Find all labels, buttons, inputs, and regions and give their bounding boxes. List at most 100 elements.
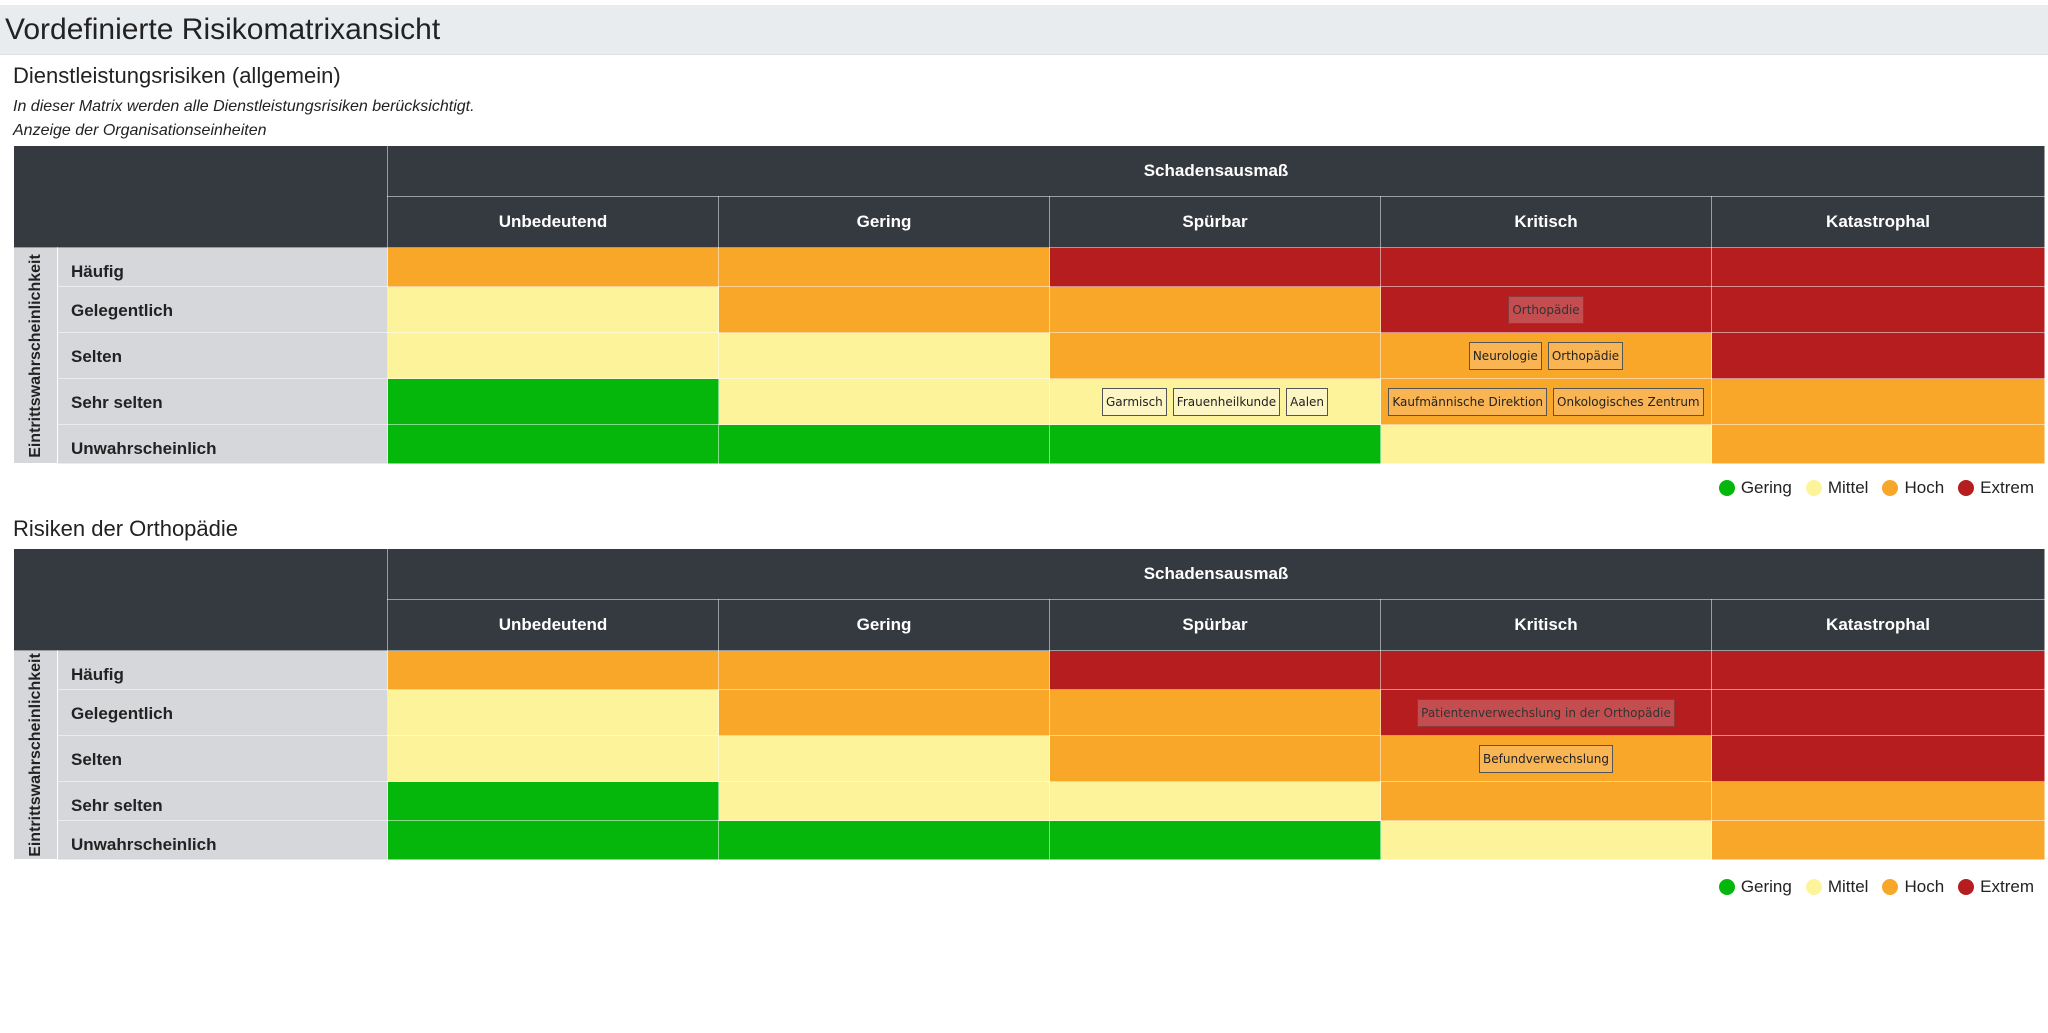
matrix-cell[interactable] [387, 735, 719, 782]
matrix-title: Dienstleistungsrisiken (allgemein) [13, 63, 341, 88]
legend-dot-icon [1958, 480, 1975, 496]
row-label: Häufig [57, 650, 388, 690]
matrix-cell[interactable] [1710, 781, 2046, 821]
risk-tag[interactable]: Onkologisches Zentrum [1553, 387, 1704, 416]
matrix-cell[interactable] [1049, 689, 1381, 736]
matrix-cell[interactable] [1710, 689, 2046, 736]
matrix-cell[interactable] [718, 424, 1050, 464]
row-label: Unwahrscheinlich [57, 424, 388, 464]
matrix-cell[interactable] [718, 781, 1050, 821]
legend-label: Gering [1740, 478, 1792, 497]
matrix-cell[interactable] [1049, 286, 1381, 333]
matrix-cell[interactable] [1710, 820, 2046, 860]
risk-tag[interactable]: Neurologie [1468, 341, 1542, 370]
matrix-cell[interactable] [718, 650, 1050, 690]
legend-dot-icon [1882, 480, 1899, 496]
column-group-header: Schadensausmaß [386, 548, 2046, 600]
risk-tag[interactable]: Aalen [1286, 387, 1329, 416]
matrix-cell[interactable] [1049, 735, 1381, 782]
matrix-cell[interactable] [1710, 332, 2046, 379]
matrix-row: Selten Befundverwechslung [14, 735, 2046, 782]
matrix-cell[interactable] [1380, 650, 1712, 690]
matrix-cell[interactable] [1049, 332, 1381, 379]
matrix-cell[interactable] [387, 332, 719, 379]
row-group-label-text: Eintrittswahrscheinlichkeit [26, 253, 44, 458]
matrix-cell[interactable] [1710, 286, 2046, 333]
matrix-cell[interactable]: Orthopädie [1380, 286, 1712, 333]
matrix-cell[interactable]: Neurologie Orthopädie [1380, 332, 1712, 379]
header-row: Schadensausmaß [13, 548, 2046, 651]
matrix-section: Risiken der Orthopädie Schadensausmaß Unbe… [13, 516, 2046, 914]
matrix-cell[interactable] [718, 247, 1050, 287]
matrix-cell[interactable] [1710, 424, 2046, 464]
matrix-cell[interactable] [1380, 820, 1712, 860]
matrix-cell[interactable] [718, 378, 1050, 425]
matrix-cell[interactable] [1380, 424, 1712, 464]
matrix-cell[interactable] [718, 820, 1050, 860]
legend-label: Gering [1740, 877, 1792, 896]
risk-tag[interactable]: Kaufmännische Direktion [1388, 387, 1548, 416]
row-label: Häufig [57, 247, 388, 287]
matrix-cell[interactable]: Befundverwechslung [1380, 735, 1712, 782]
matrix-cell[interactable] [387, 378, 719, 425]
matrix-cell[interactable] [1710, 650, 2046, 690]
legend-item: Mittel [1805, 877, 1869, 897]
row-label: Gelegentlich [57, 286, 388, 333]
legend-dot-icon [1718, 480, 1735, 496]
matrix-section: Dienstleistungsrisiken (allgemein) In die… [13, 63, 2046, 512]
matrix-cell[interactable] [718, 735, 1050, 782]
matrix-cell[interactable] [387, 247, 719, 287]
matrix-cell[interactable] [1049, 820, 1381, 860]
matrix-cell[interactable] [387, 820, 719, 860]
matrix-cell[interactable]: Garmisch Frauenheilkunde Aalen [1049, 378, 1381, 425]
matrix-cell[interactable] [1049, 424, 1381, 464]
matrix-cell[interactable] [387, 424, 719, 464]
column-header-spürbar: Spürbar [1049, 196, 1381, 248]
matrix-cell[interactable] [387, 286, 719, 333]
content-area: Dienstleistungsrisiken (allgemein) In die… [0, 63, 2048, 914]
risk-tag[interactable]: Frauenheilkunde [1172, 387, 1281, 416]
matrix-cell[interactable] [387, 689, 719, 736]
row-label: Gelegentlich [57, 689, 388, 736]
matrix-cell[interactable] [1380, 781, 1712, 821]
row-group-label-text: Eintrittswahrscheinlichkeit [26, 653, 44, 857]
header-corner [13, 145, 388, 248]
legend-item: Mittel [1805, 478, 1868, 498]
matrix-cell[interactable] [1049, 247, 1381, 287]
legend: Gering Mittel Hoch Extrem [13, 860, 2044, 914]
matrix-row: Unwahrscheinlich [14, 820, 2046, 860]
row-label: Unwahrscheinlich [57, 820, 388, 860]
legend-label: Mittel [1827, 877, 1869, 896]
matrix-cell[interactable] [1710, 247, 2046, 287]
header-row: Schadensausmaß [13, 145, 2046, 248]
risk-tag[interactable]: Befundverwechslung [1479, 744, 1613, 773]
matrix-cell[interactable] [1710, 378, 2046, 425]
header-row: Unbedeutend Gering Spürbar Kritisch Katastro… [14, 599, 2046, 651]
matrix-cell[interactable] [1710, 735, 2046, 782]
matrix-cell[interactable] [718, 286, 1050, 333]
risk-matrix: Schadensausmaß Unbedeutend Gering Spürbar Kr… [13, 145, 2046, 464]
legend-label: Extrem [1980, 877, 2034, 896]
risk-tag[interactable]: Orthopädie [1508, 295, 1584, 324]
risk-tag[interactable]: Patientenverwechslung in der Orthopädie [1417, 698, 1675, 727]
page-title: Vordefinierte Risikomatrixansicht [5, 12, 441, 46]
matrix-cell[interactable] [718, 332, 1050, 379]
matrix-cell[interactable] [387, 781, 719, 821]
legend-dot-icon [1958, 879, 1975, 895]
legend-label: Hoch [1904, 877, 1945, 896]
risk-tag[interactable]: Orthopädie [1547, 341, 1624, 370]
column-header-unbedeutend: Unbedeutend [387, 599, 719, 651]
matrix-cell[interactable] [1380, 247, 1712, 287]
legend-dot-icon [1805, 879, 1822, 895]
matrix-description: In dieser Matrix werden alle Dienstleist… [13, 98, 475, 115]
risk-tag[interactable]: Garmisch [1101, 387, 1167, 416]
matrix-cell[interactable] [718, 689, 1050, 736]
matrix-row: Sehr selten Garmisch Frauenheilkunde Aalen K… [14, 378, 2046, 425]
matrix-cell[interactable] [1049, 781, 1381, 821]
matrix-cell[interactable]: Patientenverwechslung in der Orthopädie [1380, 689, 1712, 736]
row-group-label: Eintrittswahrscheinlichkeit [13, 247, 58, 464]
matrix-cell[interactable]: Kaufmännische Direktion Onkologisches Zen… [1380, 378, 1712, 425]
matrix-row: Gelegentlich Orthopädie [14, 286, 2046, 333]
matrix-cell[interactable] [387, 650, 719, 690]
matrix-cell[interactable] [1049, 650, 1381, 690]
